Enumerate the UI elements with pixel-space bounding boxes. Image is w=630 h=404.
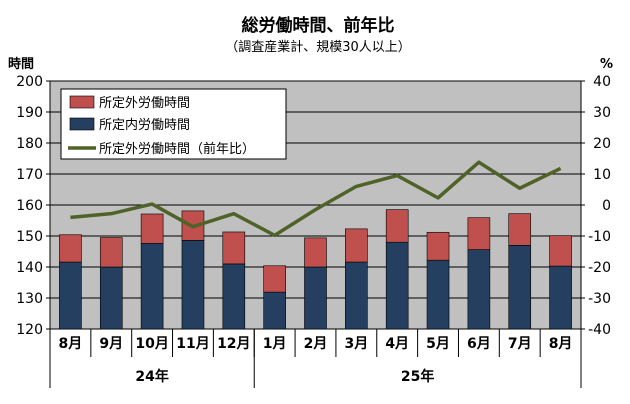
- y-left-tick-label: 130: [16, 291, 43, 307]
- x-tick-label: 1月: [263, 336, 287, 352]
- legend-box: [60, 88, 287, 160]
- legend-swatch: [69, 95, 95, 109]
- bar-overtime: [222, 231, 246, 265]
- y-left-tick-label: 170: [16, 167, 43, 183]
- y-right-tick-label: 40: [593, 74, 611, 90]
- line-overtime-yoy: [70, 160, 562, 238]
- y-axis-right-label: %: [600, 57, 613, 72]
- y-right-tick-label: 10: [593, 167, 611, 183]
- y-right-tick-label: -40: [588, 322, 611, 338]
- y-left-tick-label: 140: [16, 260, 43, 276]
- bar-overtime: [467, 217, 491, 250]
- bar-scheduled: [222, 263, 246, 330]
- x-tick-label: 3月: [344, 336, 368, 352]
- bar-overtime: [263, 265, 286, 293]
- bar-scheduled: [263, 291, 286, 330]
- bar-overtime: [59, 234, 82, 263]
- x-tick-label: 8月: [59, 336, 83, 352]
- y-right-tick-label: 30: [593, 105, 611, 121]
- legend-label: 所定外労働時間（前年比）: [99, 141, 255, 157]
- y-right-tick-label: -20: [588, 260, 611, 276]
- chart-title: 総労働時間、前年比: [242, 15, 395, 36]
- bar-scheduled: [181, 240, 205, 330]
- legend-label: 所定外労働時間: [99, 96, 190, 111]
- y-right-tick-label: 20: [593, 136, 611, 152]
- chart-subtitle: （調査産業計、規模30人以上）: [225, 39, 411, 55]
- y-left-tick-label: 200: [16, 74, 43, 90]
- x-tick-label: 6月: [467, 336, 491, 352]
- y-left-tick-label: 150: [16, 229, 43, 245]
- bar-scheduled: [508, 245, 532, 330]
- x-tick-label: 12月: [217, 336, 250, 352]
- bar-scheduled: [426, 259, 450, 330]
- y-axis-left-label: 時間: [8, 56, 34, 72]
- bar-overtime: [345, 228, 368, 263]
- bar-overtime: [99, 237, 123, 268]
- x-tick-label: 9月: [99, 336, 123, 352]
- bar-overtime: [140, 213, 164, 244]
- y-right-tick-label: -30: [588, 291, 611, 307]
- bar-scheduled: [59, 261, 82, 330]
- y-right-tick-label: -10: [588, 229, 611, 245]
- legend-swatch: [69, 117, 95, 131]
- bar-scheduled: [345, 261, 368, 330]
- y-left-tick-label: 120: [16, 322, 43, 338]
- bar-scheduled: [99, 266, 123, 330]
- axes: 120 130 140 150 160 170 180 190 200 -40 -30 -20 -10 0…: [16, 74, 611, 388]
- x-tick-label: 4月: [385, 336, 409, 352]
- x-tick-label: 5月: [426, 336, 450, 352]
- bar-overtime: [385, 209, 409, 243]
- bar-scheduled: [467, 249, 491, 330]
- y-left-tick-label: 180: [16, 136, 43, 152]
- year-label: 24年: [135, 368, 168, 385]
- y-left-tick-label: 190: [16, 105, 43, 121]
- bar-scheduled: [549, 265, 572, 330]
- bar-overtime: [304, 237, 327, 268]
- bar-overtime: [426, 231, 450, 261]
- x-tick-label: 7月: [508, 336, 532, 352]
- bars: [59, 209, 572, 330]
- x-tick-label: 11月: [176, 336, 209, 352]
- x-tick-label: 10月: [135, 336, 168, 352]
- bar-scheduled: [385, 241, 409, 330]
- line-series: [70, 160, 562, 238]
- bar-overtime: [508, 213, 532, 246]
- y-right-tick-label: 0: [602, 198, 611, 214]
- bar-scheduled: [304, 266, 327, 330]
- gridlines: [50, 111, 581, 299]
- x-tick-label: 8月: [549, 336, 573, 352]
- x-tick-label: 2月: [304, 336, 328, 352]
- legend-label: 所定内労働時間: [99, 117, 190, 133]
- year-label: 25年: [401, 368, 434, 385]
- bar-overtime: [549, 235, 572, 267]
- bar-scheduled: [140, 243, 164, 330]
- y-left-tick-label: 160: [16, 198, 43, 214]
